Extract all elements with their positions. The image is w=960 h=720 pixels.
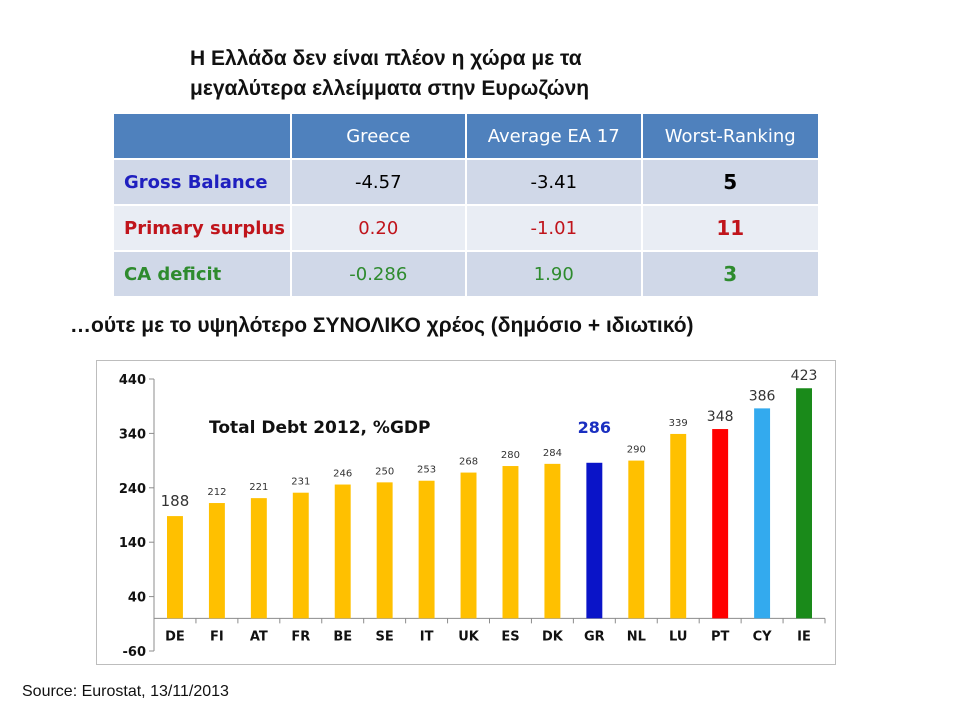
- row-label: CA deficit: [112, 250, 292, 298]
- data-label: 253: [417, 465, 436, 476]
- table-row: Primary surplus 0.20 -1.01 11: [112, 204, 820, 252]
- chart-title: Total Debt 2012, %GDP: [209, 418, 430, 438]
- fiscal-comparison-table: Greece Average EA 17 Worst-Ranking Gross…: [112, 112, 820, 298]
- bar-es: [502, 466, 519, 619]
- table-row: Gross Balance -4.57 -3.41 5: [112, 158, 820, 206]
- bar-uk: [460, 472, 477, 619]
- x-tick-label: AT: [250, 629, 268, 644]
- greece-value: -0.286: [289, 250, 468, 298]
- y-tick-label: 40: [128, 591, 146, 606]
- bar-nl: [628, 460, 645, 619]
- table-header-row: Greece Average EA 17 Worst-Ranking: [112, 112, 820, 160]
- bar-fi: [208, 503, 225, 619]
- x-tick-label: IT: [420, 629, 434, 644]
- x-tick-label: UK: [458, 629, 480, 644]
- x-tick-label: GR: [584, 629, 605, 644]
- data-label: 231: [291, 477, 310, 488]
- x-tick-label: SE: [376, 629, 394, 644]
- data-label: 188: [161, 492, 190, 510]
- rank-value: 5: [640, 158, 820, 206]
- rank-value: 3: [640, 250, 820, 298]
- bar-fr: [292, 492, 309, 619]
- chart-subtitle: …ούτε με το υψηλότερο ΣΥΝΟΛΙΚΟ χρέος (δη…: [70, 314, 694, 337]
- x-tick-label: CY: [753, 629, 773, 644]
- x-tick-label: DE: [165, 629, 185, 644]
- bar-pt: [712, 429, 729, 619]
- x-tick-label: LU: [669, 629, 687, 644]
- data-label: 348: [707, 409, 734, 425]
- x-tick-label: FI: [210, 629, 224, 644]
- y-tick-label: -60: [123, 645, 147, 660]
- data-label: 250: [375, 466, 394, 477]
- debt-chart-svg: Total Debt 2012, %GDP -60 40 140 240 340 440 D…: [119, 368, 826, 660]
- bar-de: [167, 516, 183, 619]
- bar-be: [334, 484, 351, 619]
- header-worst-ranking: Worst-Ranking: [640, 112, 820, 160]
- table-row: CA deficit -0.286 1.90 3: [112, 250, 820, 298]
- bar-dk: [544, 463, 561, 619]
- bar-se: [376, 482, 393, 619]
- data-label: 423: [791, 368, 818, 384]
- data-label: 280: [501, 450, 520, 461]
- x-tick-label: BE: [333, 629, 352, 644]
- bar-gr: [586, 462, 603, 619]
- rank-value: 11: [640, 204, 820, 252]
- data-label: 286: [578, 418, 611, 437]
- bar-lu: [670, 433, 687, 619]
- x-tick-label: DK: [542, 629, 564, 644]
- average-value: -3.41: [465, 158, 643, 206]
- debt-chart: Total Debt 2012, %GDP -60 40 140 240 340 440 D…: [96, 360, 836, 665]
- data-label: 212: [207, 487, 226, 498]
- data-label: 290: [627, 445, 646, 456]
- data-label: 284: [543, 448, 562, 459]
- data-label: 268: [459, 457, 478, 468]
- x-tick-label: ES: [501, 629, 519, 644]
- x-tick-label: NL: [627, 629, 646, 644]
- title-line-1: Η Ελλάδα δεν είναι πλέον η χώρα με τα: [190, 47, 582, 70]
- bar-it: [418, 480, 435, 619]
- x-tick-label: FR: [291, 629, 310, 644]
- data-label: 386: [749, 388, 776, 404]
- bar-cy: [754, 408, 771, 619]
- header-empty: [112, 112, 292, 160]
- y-tick-label: 440: [119, 373, 146, 388]
- title-line-2: μεγαλύτερα ελλείμματα στην Ευρωζώνη: [190, 77, 590, 100]
- y-tick-label: 240: [119, 482, 146, 497]
- y-tick-label: 340: [119, 427, 146, 442]
- row-label: Primary surplus: [112, 204, 292, 252]
- source-note: Source: Eurostat, 13/11/2013: [22, 683, 229, 700]
- x-tick-label: IE: [797, 629, 811, 644]
- x-tick-label: PT: [711, 629, 730, 644]
- bar-ie: [796, 388, 812, 619]
- average-value: -1.01: [465, 204, 643, 252]
- header-greece: Greece: [289, 112, 468, 160]
- row-label: Gross Balance: [112, 158, 292, 206]
- greece-value: -4.57: [289, 158, 468, 206]
- header-average: Average EA 17: [465, 112, 643, 160]
- average-value: 1.90: [465, 250, 643, 298]
- data-label: 339: [669, 418, 688, 429]
- data-label: 246: [333, 469, 352, 480]
- greece-value: 0.20: [289, 204, 468, 252]
- data-label: 221: [249, 482, 268, 493]
- bar-at: [250, 498, 267, 619]
- slide-title: Η Ελλάδα δεν είναι πλέον η χώρα με τα με…: [190, 44, 830, 104]
- y-tick-label: 140: [119, 536, 146, 551]
